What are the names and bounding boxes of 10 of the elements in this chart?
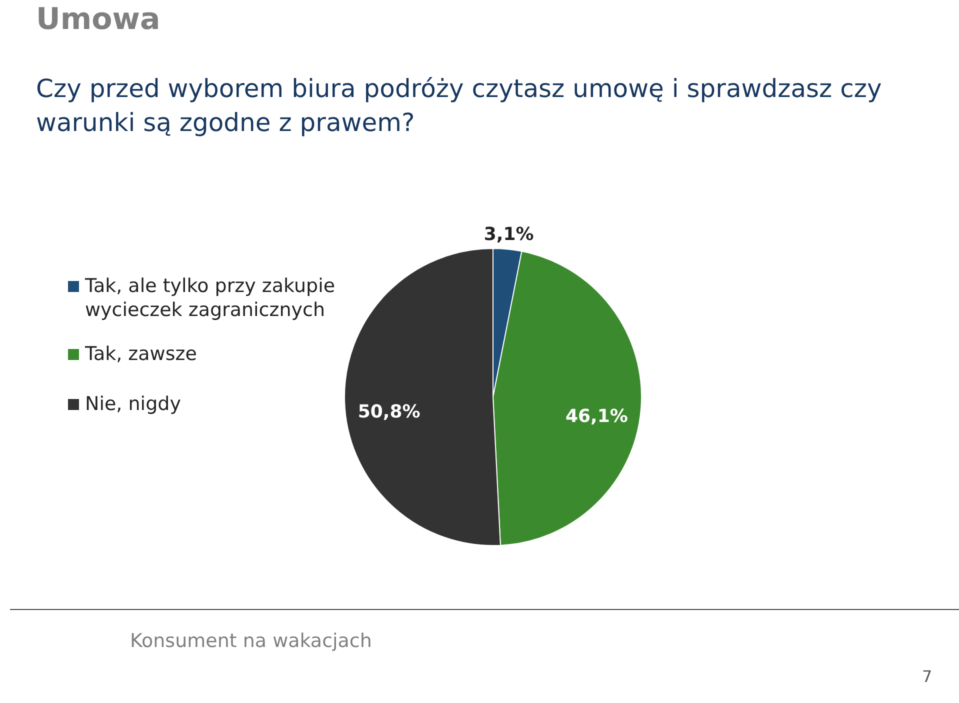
chart-subtitle: Czy przed wyborem biura podróży czytasz umowę i sprawdzasz czy warunki są zgodne z prawem? xyxy=(36,73,883,139)
data-label: 3,1% xyxy=(484,224,534,245)
text: 7 xyxy=(922,667,932,686)
legend-label: Tak, ale tylko przy zakupie wycieczek zagranicznych xyxy=(84,274,336,322)
data-label: 46,1% xyxy=(565,406,628,428)
chart-title: Umowa xyxy=(36,2,160,37)
legend-label: Nie, nigdy xyxy=(85,393,181,415)
legend-label: Tak, zawsze xyxy=(84,342,198,366)
text: Konsument na wakacjach xyxy=(130,630,372,652)
data-label: 50,8% xyxy=(358,401,420,422)
